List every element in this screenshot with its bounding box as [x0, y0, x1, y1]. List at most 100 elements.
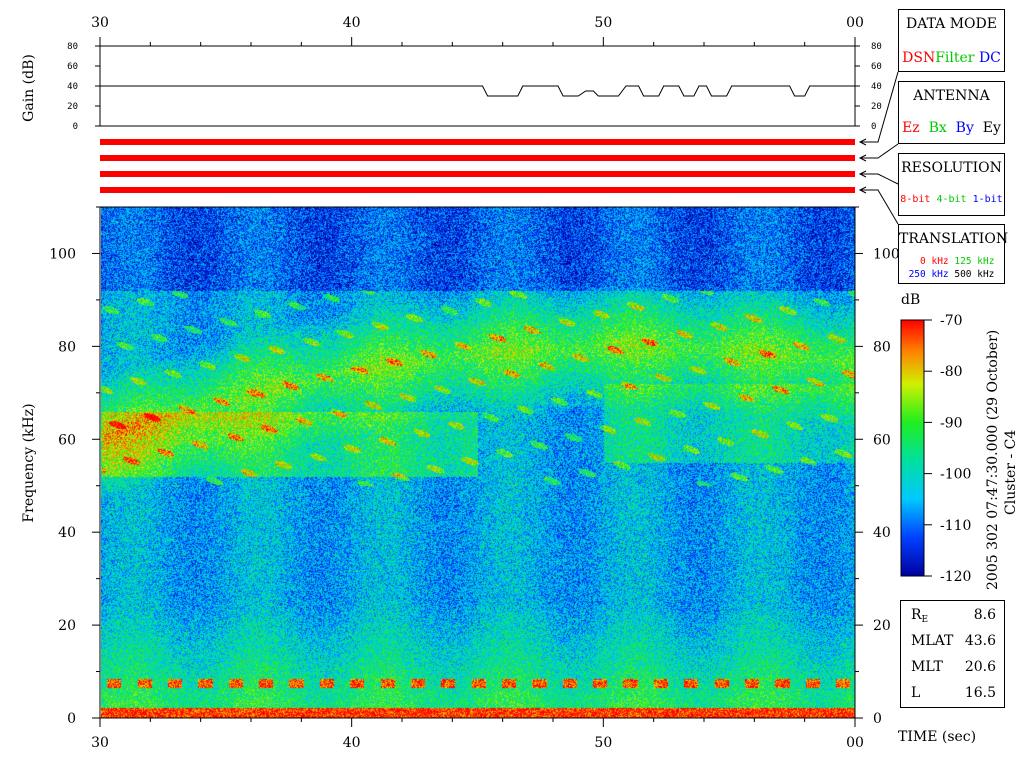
translation-500khz: 500 kHz: [954, 269, 995, 280]
gain-tick-label-left: 20: [67, 102, 78, 112]
freq-tick-label-left: 0: [67, 711, 76, 727]
gain-tick-label-right: 40: [871, 82, 882, 92]
panel-connector: [861, 71, 899, 143]
translation-250khz: 250 kHz: [908, 269, 949, 280]
mode-filter: Filter: [935, 50, 975, 66]
orbit-value-re: 8.6: [973, 607, 996, 623]
freq-tick-label-left: 80: [58, 339, 76, 355]
orbit-label-l: L: [911, 685, 921, 701]
frequency-axis-label: Frequency (kHz): [21, 403, 37, 522]
colorbar-tick-label: -90: [940, 415, 963, 431]
gain-tick-label-right: 20: [871, 102, 882, 112]
connector-arrow: [858, 138, 867, 146]
orbit-label-mlat: MLAT: [911, 633, 954, 649]
orbit-value-l: 16.5: [964, 685, 996, 701]
status-trace: [100, 155, 855, 161]
translation-125khz: 125 kHz: [954, 256, 995, 267]
translation-legend-row1: 0 kHz 125 kHz: [899, 256, 1004, 267]
resolution-8bit: 8-bit: [900, 194, 931, 205]
gain-trace: [100, 85, 855, 97]
connector-arrow: [858, 154, 867, 162]
freq-tick-label-right: 100: [873, 246, 900, 262]
x-axis-label: TIME (sec): [898, 729, 977, 745]
antenna-ez: Ez: [902, 120, 920, 136]
top-time-tick-label: 30: [91, 15, 109, 31]
freq-tick-label-left: 60: [58, 432, 76, 448]
date-label: 2005 302 07:47:30.000 (29 October): [985, 329, 1001, 590]
colorbar-tick-label: -80: [940, 364, 963, 380]
time-tick-label: 50: [594, 735, 612, 751]
panel-connector: [861, 143, 899, 159]
gain-tick-label-left: 40: [67, 82, 78, 92]
antenna-bx: Bx: [928, 120, 947, 136]
freq-tick-label-right: 80: [873, 339, 891, 355]
top-time-tick-label: 50: [594, 15, 612, 31]
freq-tick-label-left: 100: [49, 246, 76, 262]
mode-dsn: DSN: [902, 50, 936, 66]
time-tick-label: 30: [91, 735, 109, 751]
freq-tick-label-right: 40: [873, 525, 891, 541]
orbit-value-mlt: 20.6: [964, 659, 996, 675]
colorbar-tick-label: -100: [940, 467, 971, 483]
antenna-ey: Ey: [982, 120, 1001, 136]
gain-tick-label-left: 80: [67, 42, 78, 52]
freq-tick-label-right: 20: [873, 618, 891, 634]
data-mode-title: DATA MODE: [906, 16, 997, 32]
translation-0khz: 0 kHz: [920, 256, 949, 267]
spectrogram-image: [101, 207, 855, 718]
resolution-panel: RESOLUTION 8-bit 4-bit 1-bit: [898, 153, 1005, 216]
gain-tick-label-right: 0: [871, 122, 876, 132]
antenna-by: By: [955, 120, 974, 136]
mode-dc: DC: [978, 50, 1001, 66]
status-trace: [100, 171, 855, 177]
panel-connector: [861, 189, 899, 225]
status-trace: [100, 187, 855, 193]
time-tick-label: 40: [343, 735, 361, 751]
spacecraft-label: Cluster - C4: [1003, 429, 1019, 515]
orbit-value-mlat: 43.6: [964, 633, 996, 649]
colorbar-ticks: dB -70 -80 -90 -100 -110 -120: [901, 292, 971, 585]
resolution-legend: 8-bit 4-bit 1-bit: [899, 194, 1004, 205]
antenna-legend: Ez Bx By Ey: [899, 120, 1004, 136]
translation-title: TRANSLATION: [899, 231, 1009, 247]
resolution-4bit: 4-bit: [936, 194, 967, 205]
translation-panel: TRANSLATION 0 kHz 125 kHz 250 kHz 500 kH…: [898, 224, 1009, 284]
orbit-row-l: L 16.5: [911, 685, 996, 707]
data-mode-legend: DSNFilter DC: [899, 50, 1004, 66]
freq-tick-label-right: 0: [873, 711, 882, 727]
orbit-row-re: RE 8.6: [911, 607, 996, 629]
gain-axis-label: Gain (dB): [21, 54, 37, 122]
panel-connector: [861, 173, 899, 185]
data-mode-panel: DATA MODE DSNFilter DC: [898, 9, 1005, 72]
colorbar-tick-label: -120: [940, 569, 971, 585]
gain-tick-label-left: 60: [67, 62, 78, 72]
gain-tick-label-right: 80: [871, 42, 882, 52]
panel-connectors: [858, 71, 899, 225]
translation-legend-row2: 250 kHz 500 kHz: [899, 269, 1004, 280]
freq-tick-label-left: 20: [58, 618, 76, 634]
orbit-row-mlat: MLAT 43.6: [911, 633, 996, 655]
status-traces: [100, 139, 855, 193]
time-tick-label: 00: [846, 735, 864, 751]
freq-tick-label-left: 40: [58, 525, 76, 541]
orbit-label-re: RE: [911, 607, 929, 625]
orbit-row-mlt: MLT 20.6: [911, 659, 996, 681]
orbit-info-panel: RE 8.6 MLAT 43.6 MLT 20.6 L 16.5: [900, 600, 1005, 708]
antenna-title: ANTENNA: [913, 88, 990, 104]
connector-arrow: [858, 170, 867, 178]
colorbar-tick-label: -110: [940, 518, 971, 534]
status-trace: [100, 139, 855, 145]
colorbar: [900, 319, 925, 577]
gain-tick-label-right: 60: [871, 62, 882, 72]
top-time-tick-label: 00: [846, 15, 864, 31]
resolution-title: RESOLUTION: [901, 160, 1002, 176]
freq-tick-label-right: 60: [873, 432, 891, 448]
connector-arrow: [858, 186, 867, 194]
resolution-1bit: 1-bit: [972, 194, 1003, 205]
colorbar-tick-label: -70: [940, 313, 963, 329]
antenna-panel: ANTENNA Ez Bx By Ey: [898, 81, 1005, 144]
